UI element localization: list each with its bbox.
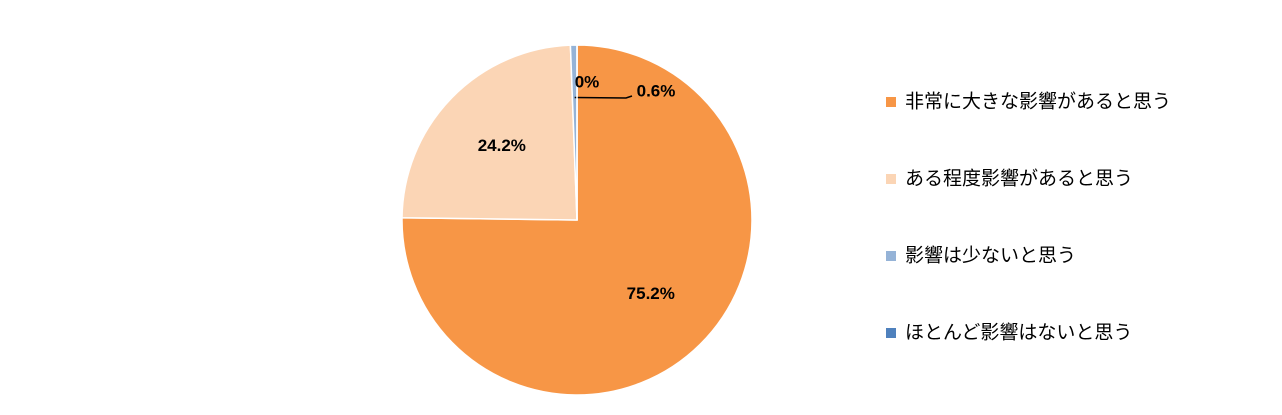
legend-label: ある程度影響があると思う bbox=[905, 168, 1133, 190]
legend-swatch bbox=[886, 328, 896, 338]
legend-swatch bbox=[886, 174, 896, 184]
legend-label: 影響は少ないと思う bbox=[905, 245, 1076, 267]
legend-swatch bbox=[886, 97, 896, 107]
legend-label: 非常に大きな影響があると思う bbox=[905, 91, 1171, 113]
value-label: 24.2% bbox=[478, 136, 526, 155]
pie-slice bbox=[401, 44, 578, 221]
legend-label: ほとんど影響はないと思う bbox=[905, 322, 1132, 344]
value-label: 0% bbox=[575, 72, 600, 91]
leader-line bbox=[574, 95, 633, 99]
legend-swatch bbox=[886, 251, 896, 261]
pie-slice bbox=[401, 44, 753, 396]
value-label: 75.2% bbox=[627, 284, 675, 303]
value-label: 0.6% bbox=[637, 81, 676, 100]
